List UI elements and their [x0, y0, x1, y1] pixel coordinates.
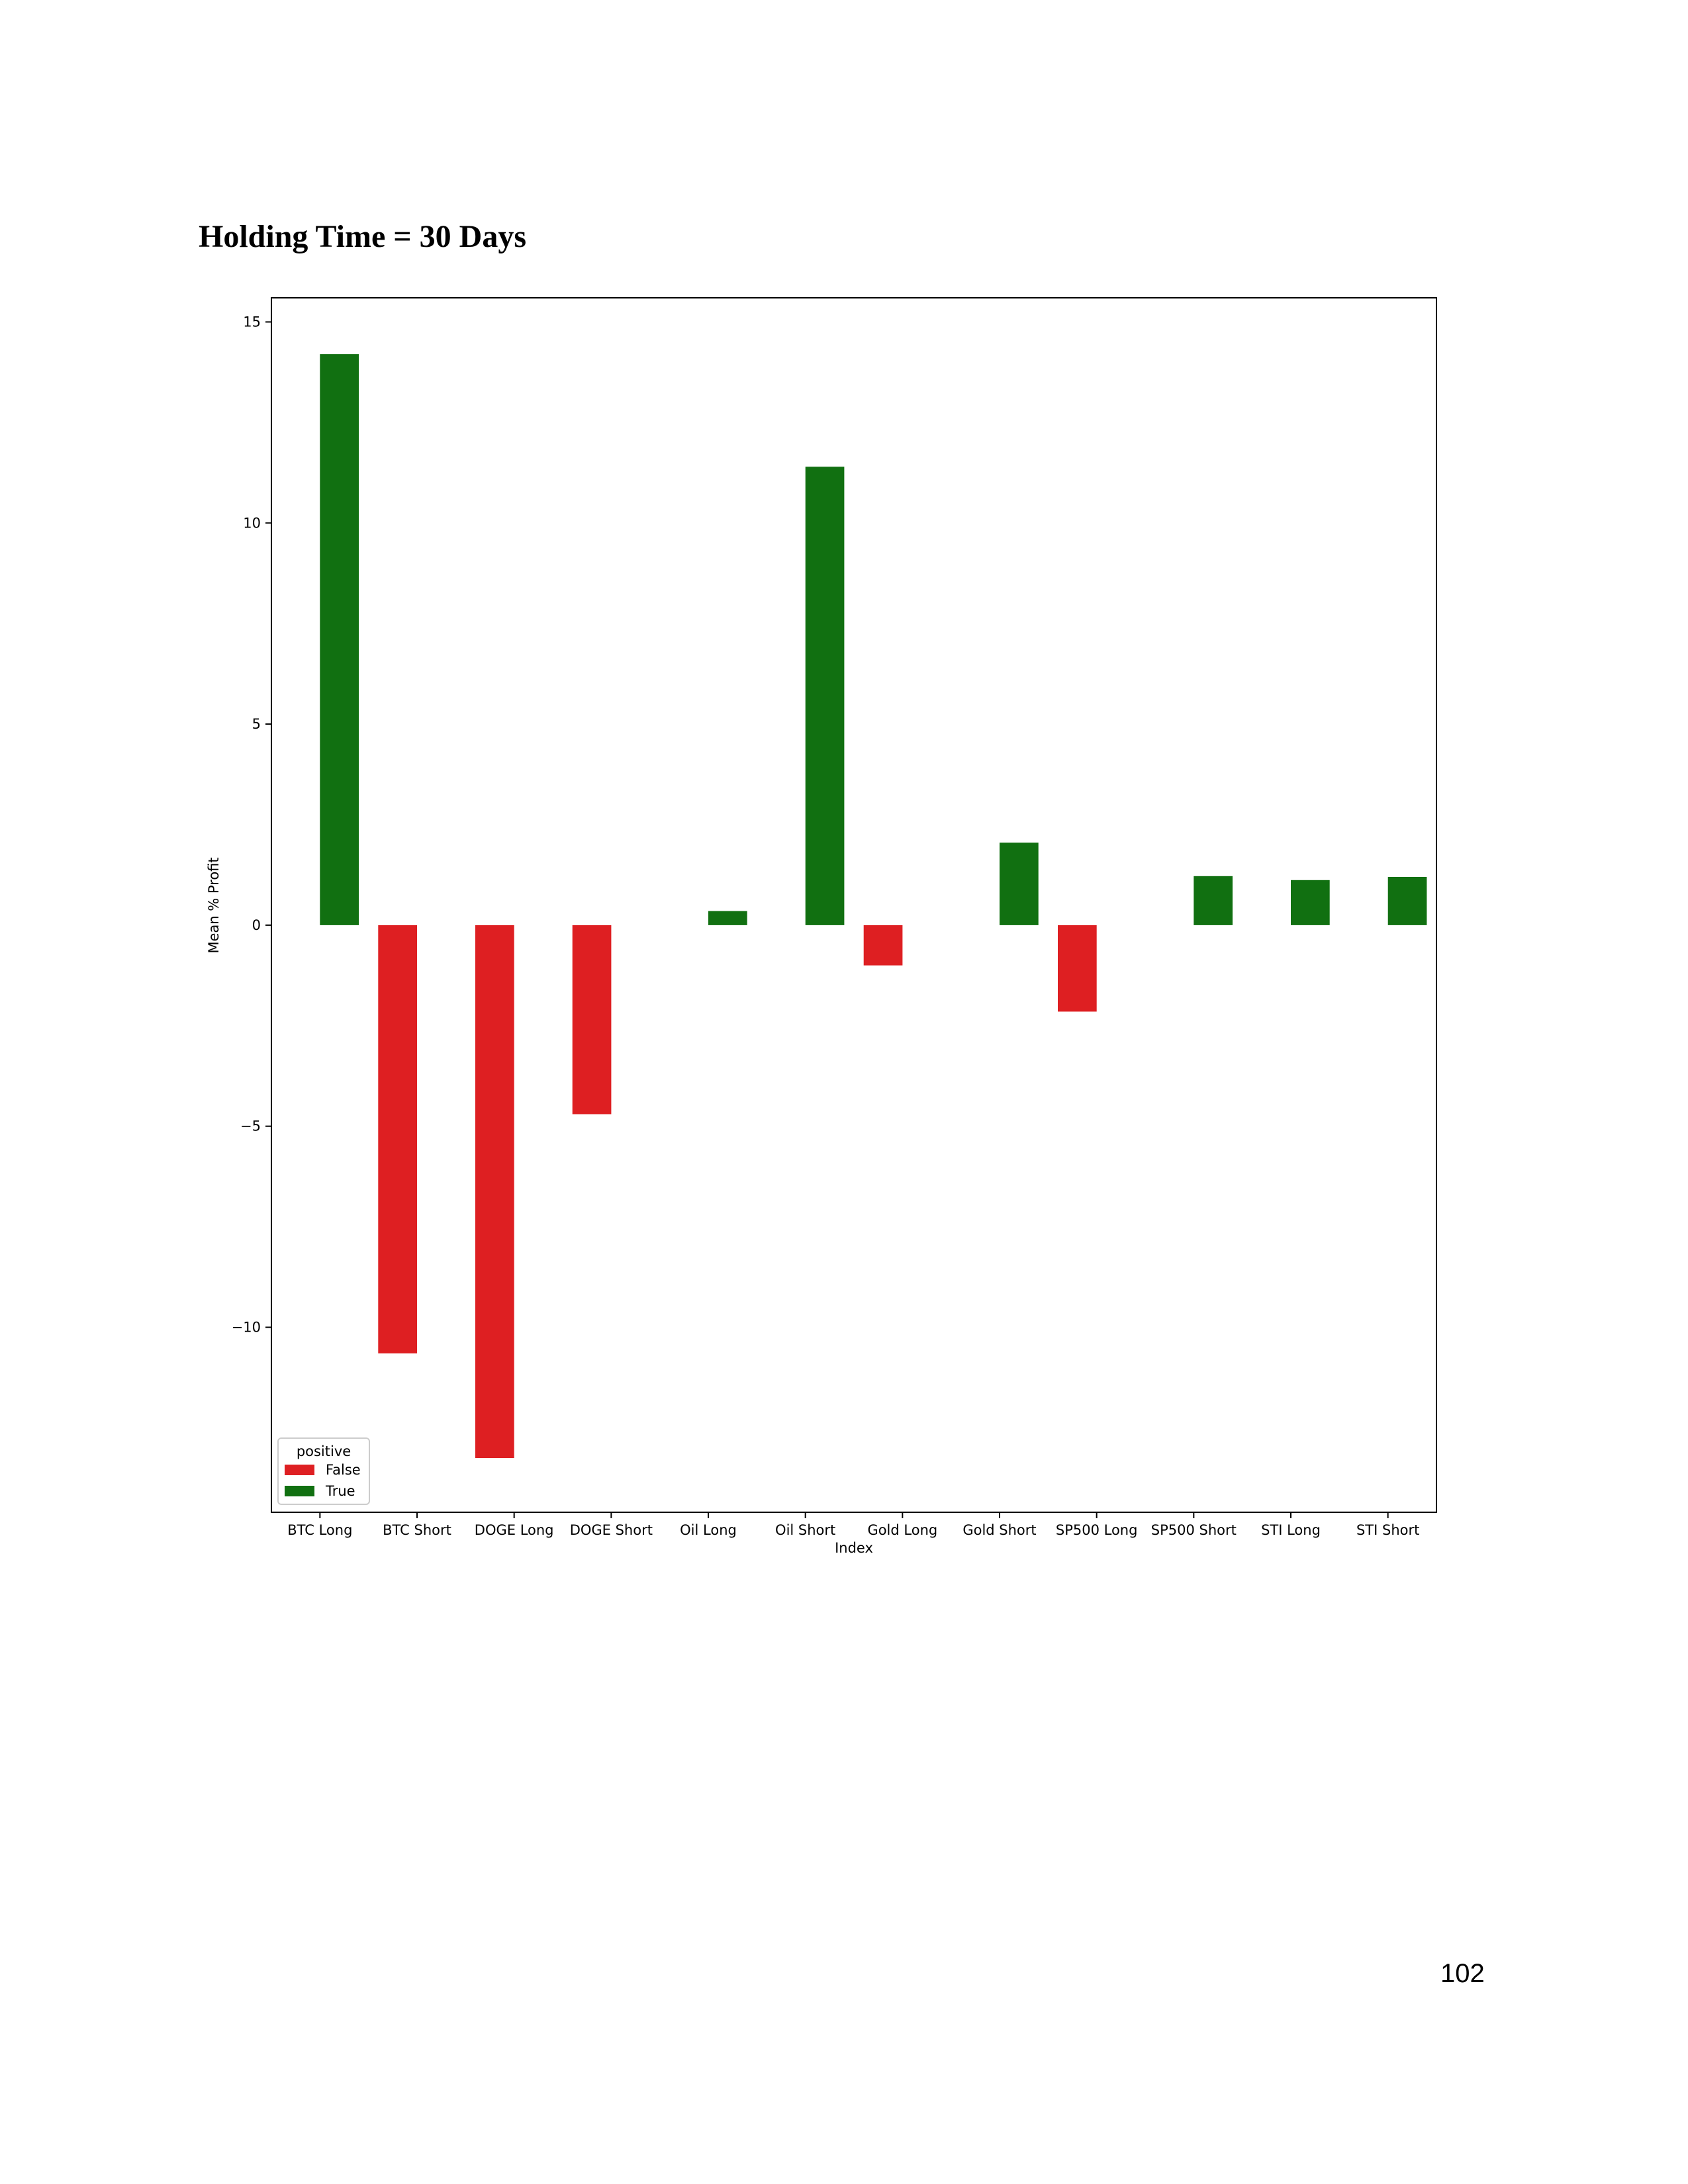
legend: positive False True: [277, 1437, 370, 1505]
x-tick-label: STI Short: [1356, 1522, 1419, 1538]
x-tick-label: STI Long: [1261, 1522, 1321, 1538]
y-axis-label: Mean % Profit: [206, 857, 222, 953]
bar-doge-short: [572, 925, 612, 1115]
x-tick-label: SP500 Long: [1056, 1522, 1138, 1538]
y-tick-label: −5: [240, 1118, 261, 1134]
y-axis: 15 10 5 0 −5 −10: [232, 314, 271, 1335]
bar-doge-long: [475, 925, 514, 1458]
y-tick-label: 10: [243, 515, 261, 531]
legend-swatch-false: [285, 1465, 314, 1475]
x-tick-label: DOGE Short: [570, 1522, 653, 1538]
x-tick-label: BTC Long: [287, 1522, 352, 1538]
plot-frame: [271, 297, 1437, 1513]
legend-label-true: True: [325, 1483, 355, 1499]
y-tick-label: 5: [252, 716, 261, 732]
bar-oil-short: [805, 467, 845, 925]
x-tick-label: SP500 Short: [1151, 1522, 1237, 1538]
x-tick-label: DOGE Long: [475, 1522, 554, 1538]
bar-sti-short: [1387, 877, 1427, 925]
legend-title: positive: [297, 1443, 351, 1459]
y-tick-label: 15: [243, 314, 261, 330]
bar-gold-short: [1000, 842, 1039, 925]
x-axis-label: Index: [835, 1540, 873, 1556]
bar-gold-long: [863, 925, 903, 966]
legend-swatch-true: [285, 1486, 314, 1496]
bars-layer: [320, 354, 1427, 1458]
x-tick-label: Gold Short: [962, 1522, 1036, 1538]
x-tick-label: BTC Short: [383, 1522, 451, 1538]
x-tick-label: Oil Short: [775, 1522, 835, 1538]
bar-sp500-short: [1194, 876, 1233, 925]
page-number: 102: [1440, 1959, 1485, 1988]
legend-label-false: False: [326, 1462, 361, 1478]
bar-sp500-long: [1058, 925, 1097, 1012]
x-axis: BTC Long BTC Short DOGE Long DOGE Short Oil …: [287, 1512, 1419, 1538]
bar-btc-short: [378, 925, 417, 1353]
bar-sti-long: [1291, 880, 1330, 925]
page-title: Holding Time = 30 Days: [199, 219, 526, 254]
x-tick-label: Oil Long: [680, 1522, 737, 1538]
x-tick-label: Gold Long: [867, 1522, 937, 1538]
bar-btc-long: [320, 354, 359, 925]
bar-oil-long: [708, 911, 747, 925]
y-tick-label: 0: [252, 917, 261, 933]
y-tick-label: −10: [232, 1319, 261, 1335]
